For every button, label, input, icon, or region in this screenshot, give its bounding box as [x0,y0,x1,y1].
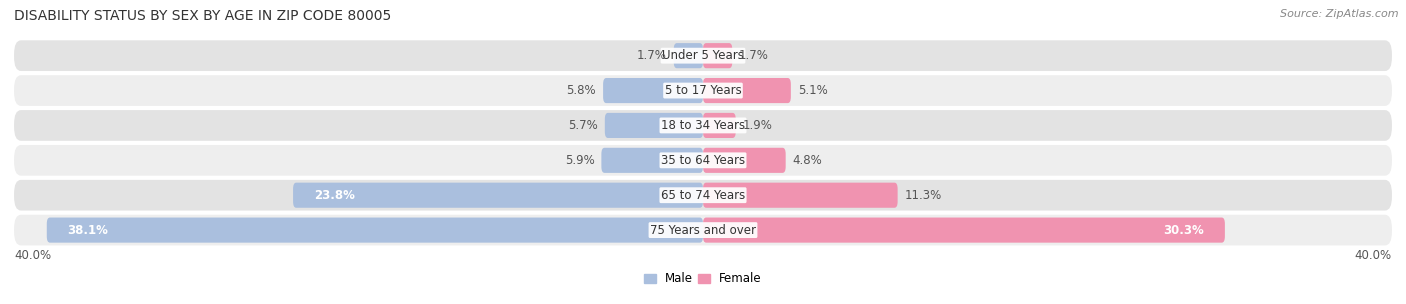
FancyBboxPatch shape [602,148,703,173]
Text: 1.7%: 1.7% [740,49,769,62]
Text: 11.3%: 11.3% [904,189,942,202]
Text: Under 5 Years: Under 5 Years [662,49,744,62]
FancyBboxPatch shape [603,78,703,103]
Text: 35 to 64 Years: 35 to 64 Years [661,154,745,167]
Text: 5.8%: 5.8% [567,84,596,97]
FancyBboxPatch shape [14,40,1392,71]
Text: 40.0%: 40.0% [14,249,51,262]
Text: 5.7%: 5.7% [568,119,598,132]
FancyBboxPatch shape [703,183,897,208]
FancyBboxPatch shape [673,43,703,68]
FancyBboxPatch shape [14,75,1392,106]
FancyBboxPatch shape [14,180,1392,211]
FancyBboxPatch shape [14,145,1392,176]
Text: 38.1%: 38.1% [67,224,108,237]
Text: 5 to 17 Years: 5 to 17 Years [665,84,741,97]
FancyBboxPatch shape [292,183,703,208]
FancyBboxPatch shape [703,148,786,173]
Text: 65 to 74 Years: 65 to 74 Years [661,189,745,202]
Text: 1.9%: 1.9% [742,119,772,132]
Legend: Male, Female: Male, Female [640,268,766,290]
Text: 23.8%: 23.8% [314,189,354,202]
Text: 5.1%: 5.1% [797,84,828,97]
Text: 1.7%: 1.7% [637,49,666,62]
FancyBboxPatch shape [703,218,1225,243]
FancyBboxPatch shape [14,215,1392,245]
FancyBboxPatch shape [46,218,703,243]
Text: 4.8%: 4.8% [793,154,823,167]
FancyBboxPatch shape [605,113,703,138]
Text: 18 to 34 Years: 18 to 34 Years [661,119,745,132]
FancyBboxPatch shape [703,43,733,68]
Text: DISABILITY STATUS BY SEX BY AGE IN ZIP CODE 80005: DISABILITY STATUS BY SEX BY AGE IN ZIP C… [14,9,391,23]
FancyBboxPatch shape [703,113,735,138]
Text: 5.9%: 5.9% [565,154,595,167]
FancyBboxPatch shape [14,110,1392,141]
Text: 30.3%: 30.3% [1163,224,1204,237]
Text: Source: ZipAtlas.com: Source: ZipAtlas.com [1281,9,1399,19]
FancyBboxPatch shape [703,78,790,103]
Text: 75 Years and over: 75 Years and over [650,224,756,237]
Text: 40.0%: 40.0% [1355,249,1392,262]
